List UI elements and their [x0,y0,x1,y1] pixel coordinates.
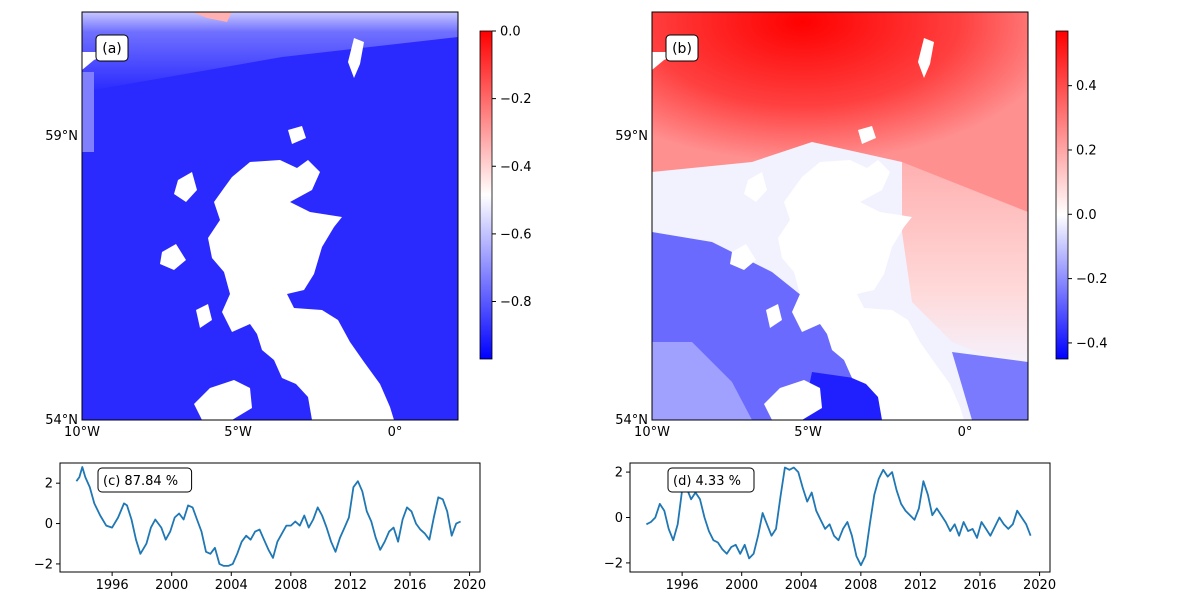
x-tick-label: 2000 [725,578,758,593]
colorbar-tick-label: −0.4 [500,160,532,175]
northern-gradient-a [82,12,458,92]
colorbar-tick-label: 0.2 [1076,143,1097,158]
map-ticks-b: 10°W 5°W 0° 54°N 59°N [615,129,972,440]
label-box-a [95,34,129,62]
x-tick-label: 1996 [666,578,699,593]
x-tick-label: 2016 [393,578,426,593]
colorbar-tick-label: 0.0 [500,25,521,40]
x-tick-label: 2020 [1023,578,1056,593]
series-line [645,466,1032,567]
x-tick-label: 2000 [155,578,188,593]
panel-label-box [667,467,755,493]
y-tick-label: 54°N [615,413,648,428]
x-tick-label: 2004 [785,578,818,593]
x-tick-label: 2012 [904,578,937,593]
x-tick-label: 2008 [844,578,877,593]
colorbar-tick-label: 0.0 [1076,208,1097,223]
x-tick-label: 2004 [215,578,248,593]
colorbar-ticks-b: 0.4 0.2 0.0 −0.2 −0.4 [1068,79,1108,351]
x-tick-label: 1996 [96,578,129,593]
y-tick-label: 54°N [45,413,78,428]
southwest-light-b [652,342,752,420]
y-tick-label: 0 [615,511,623,526]
colorbar-a [479,30,493,360]
eastern-pink-b [902,162,1028,372]
x-tick-label: 5°W [794,425,822,440]
x-tick-label: 10°W [64,425,100,440]
corner-blank-b [652,12,682,70]
panel-label-b: (b) [672,41,692,57]
y-tick-label: 2 [45,477,53,492]
panel-label-a: (a) [102,41,122,57]
panel-b-map [651,11,1029,421]
colorbar-b [1055,30,1069,360]
y-tick-label: 59°N [45,129,78,144]
west-edge-a [82,72,94,152]
panel-label: (d) 4.33 % [673,474,741,489]
y-tick-label: −2 [34,557,53,572]
colorbar-tick-label: −0.2 [1076,272,1108,287]
x-tick-label: 0° [958,425,973,440]
corner-blank-a [82,12,112,70]
x-tick-label: 2012 [334,578,367,593]
panel-label-box [97,467,193,493]
panel-a-map [81,11,459,421]
x-tick-label: 2008 [274,578,307,593]
colorbar-tick-label: −0.6 [500,227,532,242]
southeast-blue-b [952,352,1028,420]
colorbar-tick-label: −0.2 [500,92,532,107]
x-tick-label: 0° [388,425,403,440]
red-edge-a [192,12,232,22]
panel-c-line-chart: 1996 2000 2004 2008 2012 2016 2020 −2 0 2 (c) 87.8… [34,462,486,593]
panel-label: (c) 87.84 % [103,474,178,489]
colorbar-tick-label: −0.4 [1076,336,1108,351]
map-frame-b [651,11,1029,421]
y-tick-label: 2 [615,466,623,481]
x-tick-label: 2020 [453,578,486,593]
colorbar-tick-label: 0.4 [1076,79,1097,94]
map-frame-a [81,11,459,421]
x-tick-label: 2016 [963,578,996,593]
colorbar-tick-label: −0.8 [500,295,532,310]
series-line [75,466,461,567]
colorbar-ticks-a: 0.0 −0.2 −0.4 −0.6 −0.8 [492,25,532,310]
panel-d-line-chart: 1996 2000 2004 2008 2012 2016 2020 −2 0 2 (d) 4.33… [604,462,1056,593]
x-tick-label: 5°W [224,425,252,440]
northern-red-b [652,12,1028,212]
x-tick-label: 10°W [634,425,670,440]
y-tick-label: 59°N [615,129,648,144]
map-ticks-a: 10°W 5°W 0° 54°N 59°N [45,129,402,440]
label-box-b [665,34,699,62]
y-tick-label: 0 [45,517,53,532]
y-tick-label: −2 [604,556,623,571]
